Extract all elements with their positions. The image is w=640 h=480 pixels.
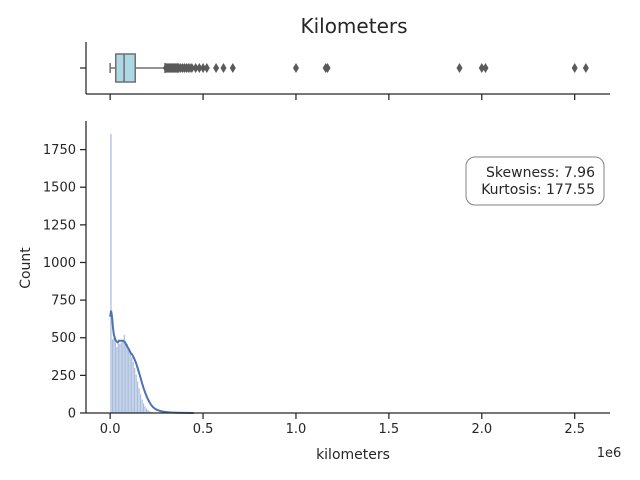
y-tick-label: 1750 (43, 143, 76, 158)
histogram-bar (123, 334, 126, 414)
histogram-bar (121, 340, 124, 414)
y-tick-label: 250 (51, 369, 76, 384)
histogram-bar (113, 337, 115, 414)
histogram-bar (141, 399, 143, 414)
box-outlier (203, 63, 210, 73)
box-outlier (482, 63, 489, 73)
histogram-bar (139, 394, 142, 414)
box-outlier (220, 63, 227, 73)
x-tick-label: 1.0 (286, 422, 307, 437)
histogram-bar (127, 348, 130, 414)
histogram-bar (111, 339, 114, 414)
kde-line (109, 310, 194, 414)
histogram-bar (135, 374, 138, 414)
y-tick-label: 500 (51, 331, 76, 346)
histogram-bar (126, 343, 129, 414)
histogram-bar (138, 388, 141, 414)
box-outlier (200, 63, 207, 73)
x-tick-label: 1.5 (379, 422, 400, 437)
x-tick-label: 0.0 (100, 422, 121, 437)
histogram-bar (129, 352, 132, 414)
box-outlier (213, 63, 220, 73)
chart-title: Kilometers (300, 14, 407, 38)
histogram-bar (144, 406, 146, 414)
histogram-bar (115, 346, 118, 414)
boxplot-panel (80, 42, 610, 100)
box-outlier (324, 63, 331, 73)
histogram-bar (114, 342, 117, 414)
histogram-bar (117, 339, 120, 414)
histogram-bar (145, 408, 148, 414)
box-outlier (571, 63, 578, 73)
histogram-bar (118, 343, 121, 414)
histogram-bar (132, 361, 135, 414)
y-tick-label: 1250 (43, 218, 76, 233)
y-tick-label: 1000 (43, 256, 76, 271)
y-tick-label: 1500 (43, 181, 76, 196)
box-outlier (456, 63, 463, 73)
histogram-bar (110, 133, 112, 414)
histogram-bar (124, 342, 127, 414)
y-tick-label: 750 (51, 294, 76, 309)
stats-annotation-box (465, 156, 605, 206)
x-offset-label: 1e6 (597, 446, 622, 461)
box-outlier (196, 63, 203, 73)
box-outlier (188, 63, 195, 73)
x-tick-label: 2.0 (471, 422, 492, 437)
histogram-bar (133, 367, 136, 414)
box-iqr (114, 53, 136, 83)
histogram-bar (136, 381, 139, 414)
box-outlier (229, 63, 236, 73)
y-axis-label: Count (18, 247, 34, 289)
x-tick-label: 0.5 (193, 422, 214, 437)
box-outlier (192, 63, 199, 73)
x-tick-label: 2.5 (564, 422, 585, 437)
y-tick-label: 0 (68, 407, 76, 422)
histogram-axes: 0 250 500 750 1000 1250 1500 1750 0.0 0.5 1.0 1.5 2.… (43, 121, 610, 437)
stats-annotation: Skewness: 7.96 Kurtosis: 177.55 (465, 156, 605, 206)
histogram-bar (120, 342, 123, 414)
box-outlier (292, 63, 299, 73)
box-outlier (478, 63, 485, 73)
histogram-bar (142, 403, 145, 414)
skewness-text: Skewness: 7.96 (486, 165, 595, 181)
x-axis-label: kilometers (316, 447, 390, 463)
box-outlier (582, 63, 589, 73)
histogram-bar (130, 357, 133, 414)
kurtosis-text: Kurtosis: 177.55 (481, 182, 595, 198)
